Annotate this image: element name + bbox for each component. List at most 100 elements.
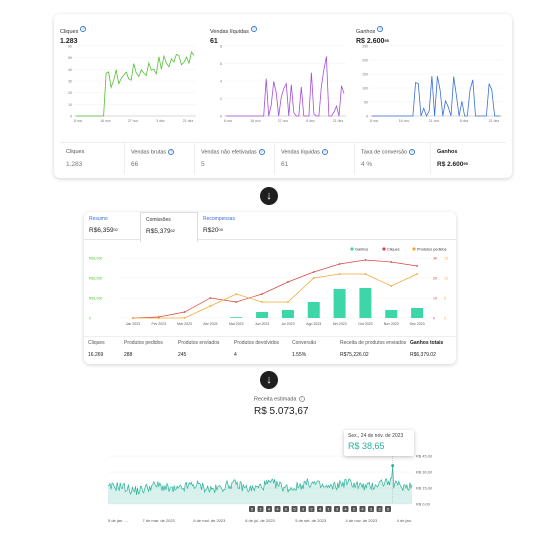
event-marker-label: 4 [361,507,364,512]
y-tick-label: 200 [362,59,368,63]
stat-unrealized-sales: Vendas não efetivadas? 5 [194,143,274,174]
chart-tooltip: Sex., 24 de nov. de 2023 R$ 38,65 [344,430,414,456]
event-marker-label: 2 [310,507,313,512]
x-tick-label: 6 de jul. de 2023 [245,518,275,523]
produtos-point [312,277,315,279]
bar-ganhos [307,302,320,318]
event-marker [308,506,315,512]
chart-value: 61 [210,38,218,45]
stat-conversion-rate: Taxa de conversão? 4 % [354,143,430,174]
stat-value: 61 [281,161,289,169]
info-icon[interactable]: ? [377,25,384,32]
arrow-down-icon: ↓ [260,187,278,205]
left-tick-label: R$1,000 [89,297,102,301]
x-tick-label: Fev 2023 [151,322,166,326]
y-tick-label: 4 [220,80,222,84]
legend-ganhos: Ganhos [355,248,368,252]
table-header-cell: Produtos devolvidos [234,340,280,346]
x-tick-label: Abr 2023 [203,322,217,326]
x-tick-label: 4 de nov. de 2023 [345,518,378,523]
event-marker-label: 2 [353,507,356,512]
info-icon[interactable]: ? [250,25,257,32]
tooltip-value: R$ 38,65 [348,441,385,451]
table-value-cell: 16.269 [88,352,104,358]
info-icon[interactable]: ? [168,149,175,155]
produtos-point [338,273,341,275]
y-tick-label: R$ 15,00 [416,486,433,491]
right-tick-label: 3K [433,257,438,261]
y-tick-label: 2 [220,97,222,101]
tab-value: R$20 [203,227,219,234]
table-header-cell: Conversão [292,340,317,346]
table-value-cell: 245 [178,352,187,358]
legend-ganhos-marker [350,247,354,251]
y-tick-label: 250 [362,45,368,49]
produtos-point [157,317,160,319]
area-fill [108,465,412,504]
tab-rewards[interactable]: Recompensas R$2000 [198,212,262,240]
cliques-point [261,293,263,295]
tab-commissions[interactable]: Comissões R$5,37902 [140,212,198,242]
table-header-cell: Produtos pedidos [124,340,163,346]
stat-title: Vendas não efetivadas [201,149,257,156]
table-value-cell: 1.55% [292,352,307,358]
sparkline-series [76,51,195,117]
info-icon[interactable]: ? [321,149,328,155]
cliques-point [235,301,238,303]
y-tick-label: 0 [220,115,222,119]
stat-clicks: Cliques 1.283 [60,143,124,174]
event-marker-label: 2 [259,507,262,512]
cliques-point [364,259,367,261]
chart-value: 1.283 [60,38,78,45]
x-tick-label: Jul 2023 [281,322,294,326]
info-icon[interactable]: ? [80,25,87,32]
tab-value-cents: 02 [170,228,176,233]
produtos-point [287,301,289,303]
table-header-cell: Ganhos totais [410,340,444,346]
produtos-point [390,285,393,287]
x-tick-label: 21 nov [429,119,440,123]
x-tick-label: Ago 2023 [306,322,321,326]
estimated-revenue-section: Receita estimada i R$ 5.073,67 R$ 45,00 R$… [104,396,444,530]
legend-cliques-marker [382,247,386,251]
sparkline-series [226,56,345,117]
x-tick-label: Dez 2023 [410,322,425,326]
event-marker-label: 1 [327,507,330,512]
event-marker [376,506,383,512]
y-tick-label: 50 [364,101,368,105]
x-tick-label: Jun 2023 [255,322,269,326]
info-icon[interactable]: ? [409,149,416,155]
info-icon[interactable]: ? [258,149,265,155]
totals-table: Cliques Produtos pedidos Produtos enviados… [84,336,456,364]
info-icon[interactable]: i [298,396,305,402]
x-tick-label: Mar 2023 [177,322,192,326]
revenue-value: R$ 5.073,67 [254,406,309,417]
event-marker-label: 4 [344,507,347,512]
tab-value-cents: 00 [218,227,223,232]
right-tick-label: 1K [433,297,438,301]
table-value-cell: 288 [124,352,133,358]
produtos-point [235,293,238,295]
sparkline-series [372,75,500,117]
tab-label: Resumo [89,216,108,222]
cliques-point [183,311,186,313]
legend-produtos: Produtos pedidos [417,248,447,252]
tab-summary[interactable]: Resumo R$6,35902 [84,212,140,240]
stat-value: 66 [131,161,139,169]
net-sales-sparkline: 8 6 4 2 06 nov 16 nov 27 nov 8 dez 21 dez [220,45,346,123]
stat-title: Cliques [66,149,85,155]
produtos-point [416,273,418,275]
stat-title: Taxa de conversão [361,149,408,156]
event-marker [300,506,306,512]
event-marker-label: 4 [268,507,271,512]
x-tick-label: 7 de mar. de 2023 [143,518,176,523]
event-marker [291,506,298,512]
right-tick-label: 10 [444,277,448,281]
event-marker [351,506,357,512]
stat-value-cents: 95 [463,161,468,166]
y-tick-label: 20 [68,91,72,95]
produtos-point [209,305,212,307]
y-tick-label: 0 [70,115,72,119]
cliques-point [209,297,212,299]
event-marker [334,506,340,512]
